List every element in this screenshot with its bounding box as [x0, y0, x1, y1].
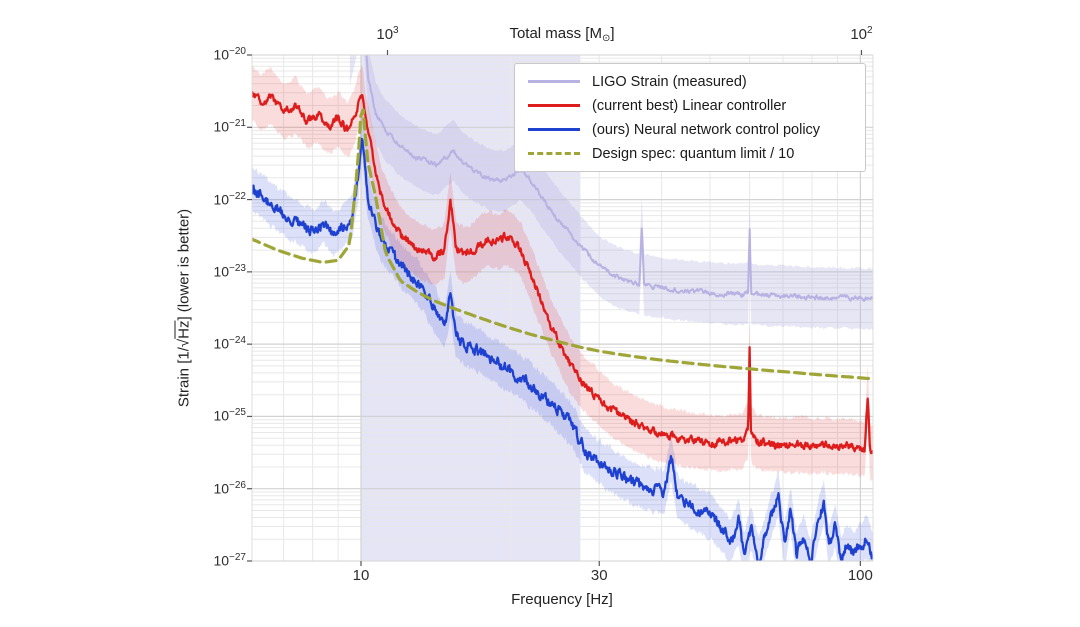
legend-item-design-spec: Design spec: quantum limit / 10 — [528, 145, 852, 162]
legend-label-linear-controller: (current best) Linear controller — [592, 97, 787, 114]
legend-item-neural-network: (ours) Neural network control policy — [528, 121, 852, 138]
ligo-strain-line — [365, 55, 873, 302]
linear-controller-line-swatch — [528, 104, 580, 107]
y-tick-1e-24: 10−24 — [213, 335, 246, 352]
plot-frame — [251, 54, 874, 562]
linear-controller-band — [252, 63, 873, 481]
y-axis-label: Strain [1/√Hz] (lower is better) — [176, 209, 193, 407]
x-tick-30: 30 — [590, 567, 608, 584]
axis-ticks — [247, 50, 863, 566]
x-axis-label: Frequency [Hz] — [511, 591, 613, 608]
y-tick-1e-25: 10−25 — [213, 407, 246, 425]
top-tick-1e2: 102 — [850, 25, 873, 43]
y-tick-1e-21: 10−21 — [213, 118, 246, 135]
legend-label-neural-network: (ours) Neural network control policy — [592, 121, 821, 138]
x-tick-100: 100 — [847, 567, 873, 584]
legend-label-ligo-strain: LIGO Strain (measured) — [592, 73, 747, 90]
top-tick-1e3: 103 — [376, 25, 399, 43]
y-tick-1e-20: 10−20 — [213, 46, 246, 63]
series-lines — [252, 55, 873, 561]
top-axis-label: Total mass [M⊙] — [462, 25, 662, 44]
legend-label-design-spec: Design spec: quantum limit / 10 — [592, 145, 795, 162]
neural-network-line-swatch — [528, 128, 580, 131]
linear-controller-line — [252, 89, 873, 455]
legend: LIGO Strain (measured) (current best) Li… — [514, 63, 866, 172]
y-axis-label-suffix: ] (lower is better) — [175, 208, 193, 321]
y-axis-label-text: Strain [1/√ — [175, 338, 193, 408]
legend-item-ligo-strain: LIGO Strain (measured) — [528, 73, 852, 90]
y-tick-1e-26: 10−26 — [213, 479, 246, 497]
y-tick-1e-27: 10−27 — [213, 552, 246, 569]
legend-item-linear-controller: (current best) Linear controller — [528, 97, 852, 114]
sun-symbol: ⊙ — [601, 33, 611, 44]
ligo-strain-line-swatch — [528, 80, 580, 83]
y-tick-1e-22: 10−22 — [213, 190, 246, 208]
y-axis-label-overline: Hz — [175, 320, 193, 339]
x-tick-10: 10 — [352, 567, 370, 584]
top-axis-label-text: Total mass [M — [509, 25, 602, 42]
design-spec-line-swatch — [528, 152, 580, 155]
top-axis-label-suffix: ] — [610, 25, 615, 42]
design-spec-line — [252, 108, 873, 381]
y-tick-1e-23: 10−23 — [213, 262, 246, 280]
